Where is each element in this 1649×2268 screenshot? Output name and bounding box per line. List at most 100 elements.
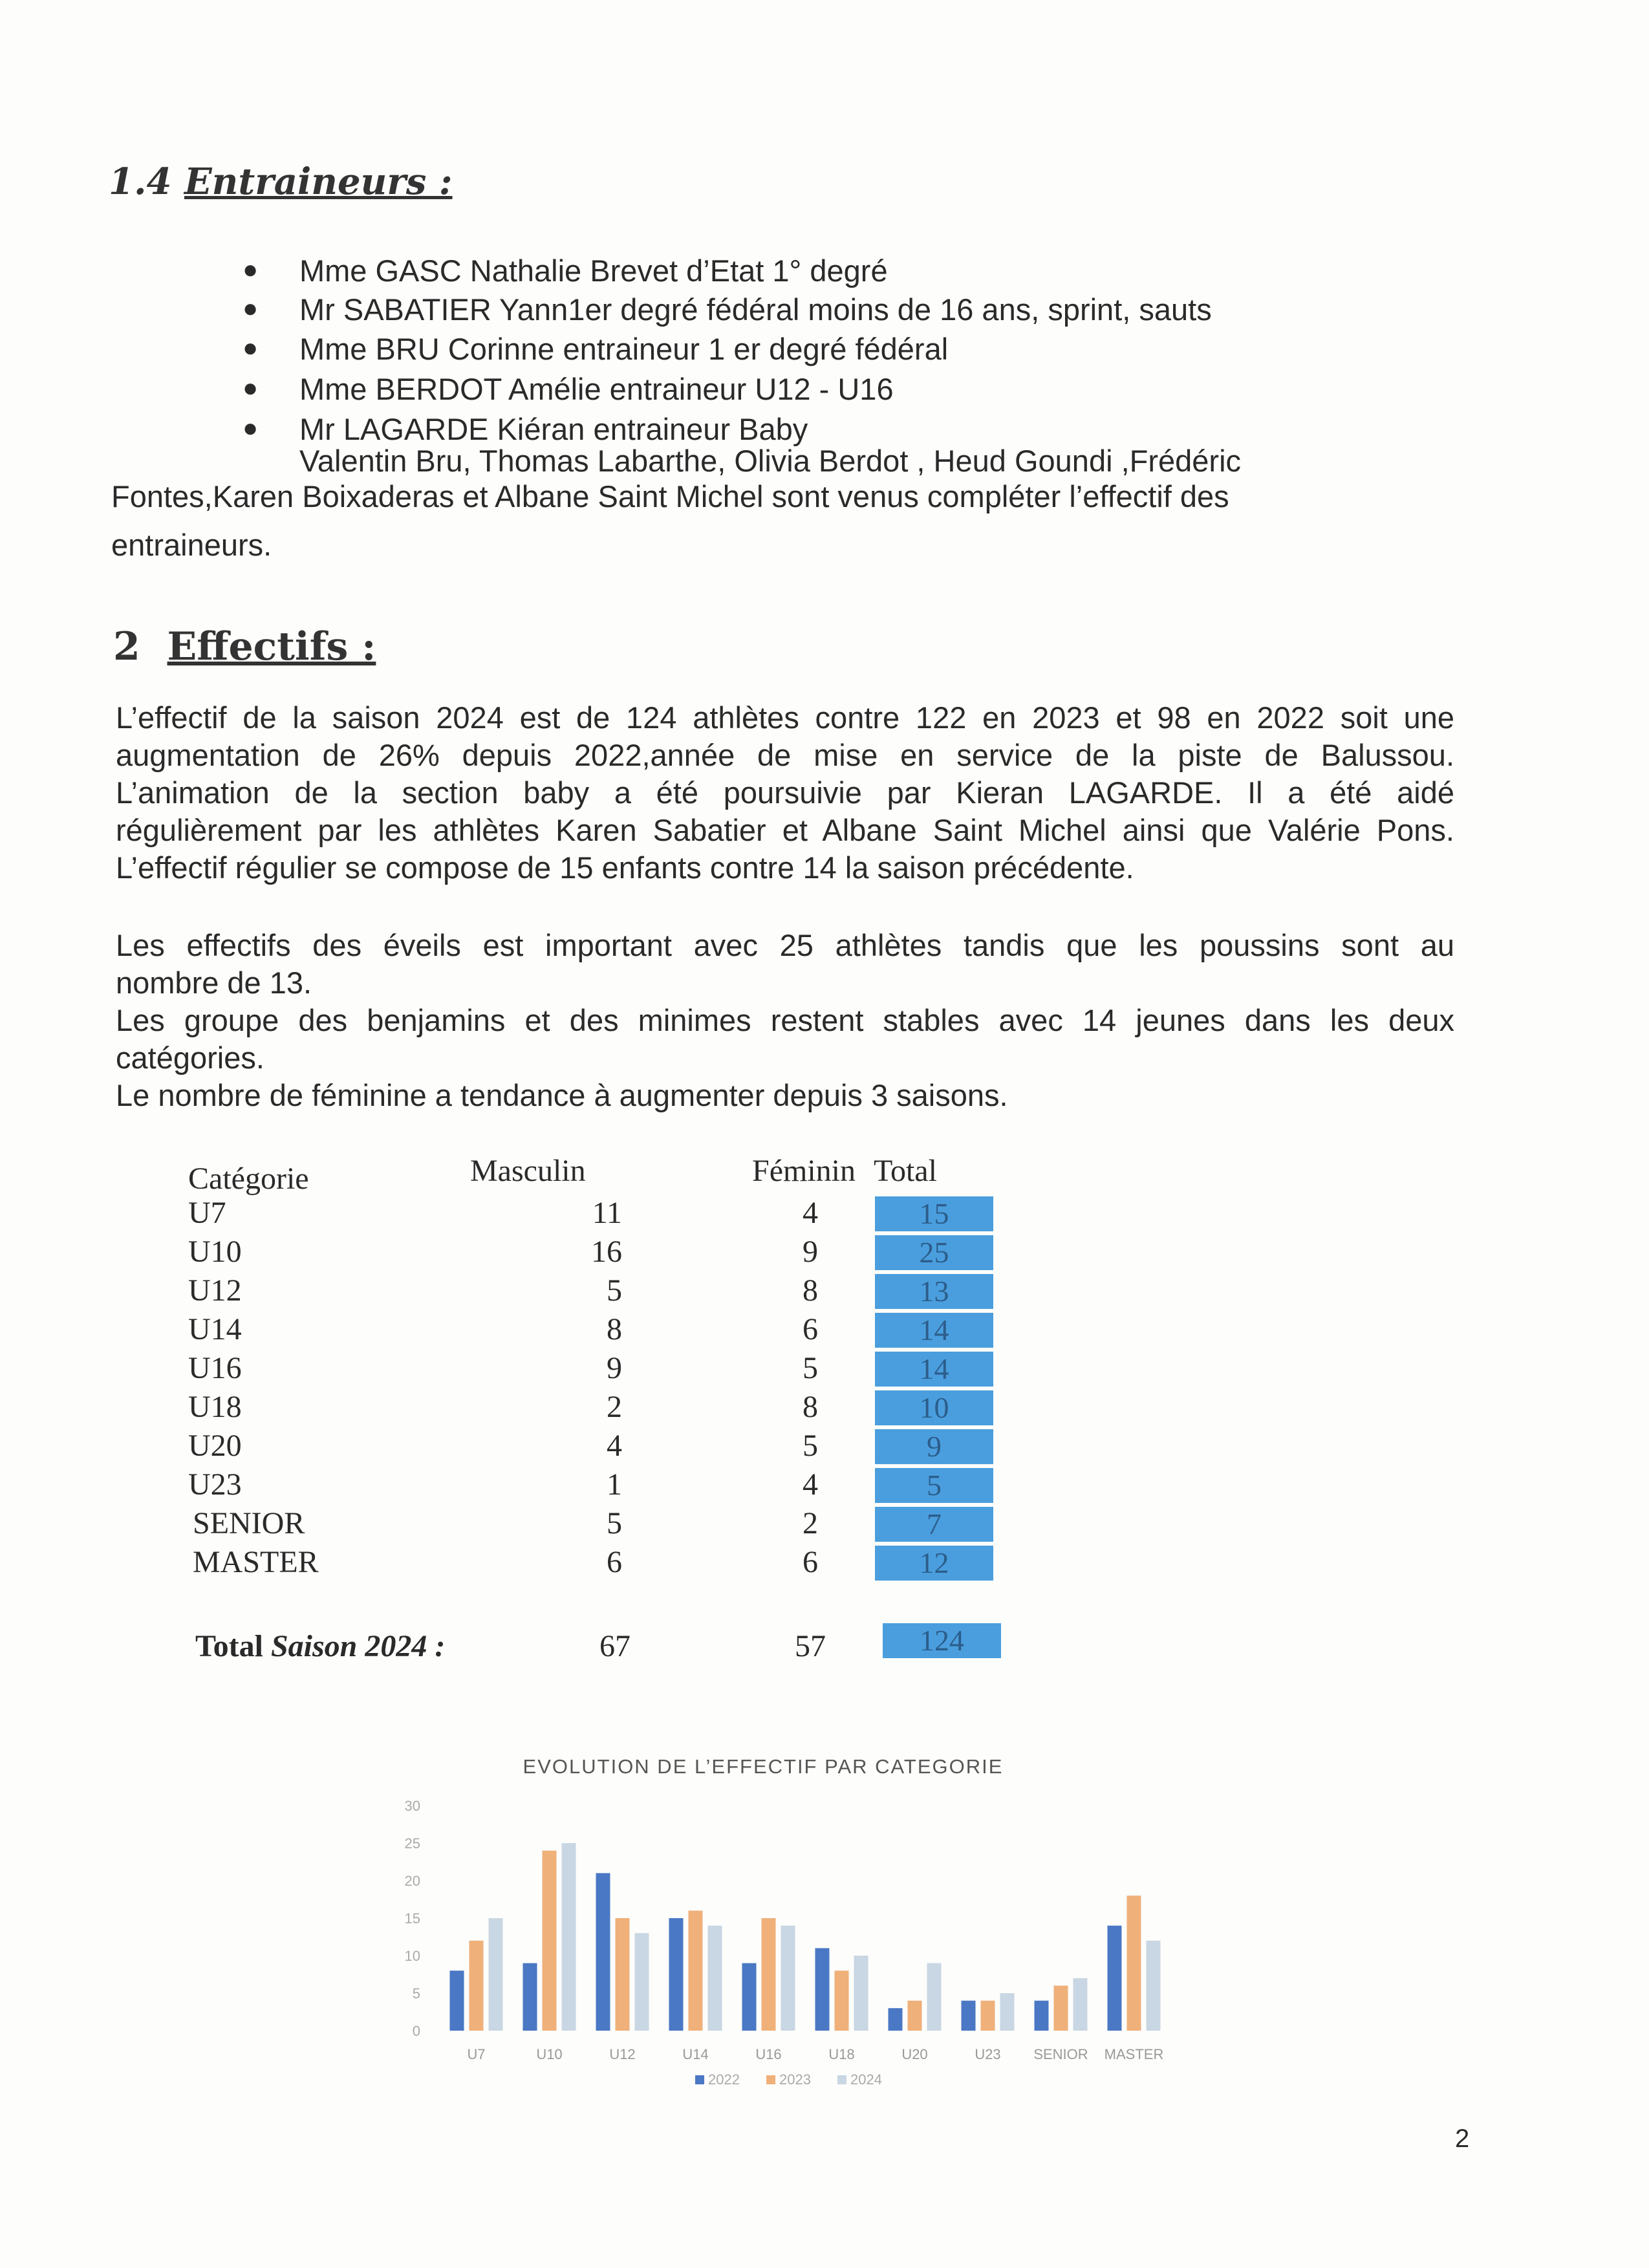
table-cell-category: MASTER bbox=[193, 1545, 319, 1579]
bar-2022-U20 bbox=[888, 2008, 903, 2031]
table-cell-masculin: 11 bbox=[592, 1196, 622, 1230]
coach-item: Mme GASC Nathalie Brevet d’Etat 1° degré bbox=[299, 254, 888, 288]
x-tick-label: U7 bbox=[467, 2046, 485, 2062]
bar-2023-U23 bbox=[980, 2000, 995, 2031]
x-tick-label: SENIOR bbox=[1033, 2046, 1088, 2062]
bar-2023-U20 bbox=[907, 2000, 922, 2031]
page-number: 2 bbox=[1455, 2124, 1470, 2153]
table-cell-category: U16 bbox=[188, 1351, 242, 1385]
paragraph-line: régulièrement par les athlètes Karen Sab… bbox=[116, 813, 1454, 847]
coach-item: Mr SABATIER Yann1er degré fédéral moins … bbox=[299, 292, 1212, 327]
table-cell-feminin: 6 bbox=[803, 1312, 818, 1346]
coach-item: Mme BRU Corinne entraineur 1 er degré fé… bbox=[299, 332, 949, 366]
paragraph-line: catégories. bbox=[116, 1041, 264, 1075]
table-header: Total bbox=[874, 1154, 937, 1188]
table-cell-category: U10 bbox=[188, 1235, 242, 1269]
bullet-icon: ● bbox=[242, 334, 259, 362]
paragraph-line: Les groupe des benjamins et des minimes … bbox=[116, 1003, 1454, 1037]
table-cell-masculin: 1 bbox=[607, 1467, 622, 1502]
coach-item: Mr LAGARDE Kiéran entraineur Baby bbox=[299, 412, 808, 446]
table-cell-masculin: 8 bbox=[607, 1312, 622, 1346]
table-total-value: 124 bbox=[883, 1623, 1001, 1658]
bar-2023-U18 bbox=[834, 1971, 849, 2031]
bar-2024-U12 bbox=[634, 1933, 649, 2031]
table-cell-masculin: 4 bbox=[607, 1429, 622, 1463]
bullet-icon: ● bbox=[242, 414, 259, 442]
table-cell-masculin: 6 bbox=[607, 1545, 622, 1579]
bar-2024-U14 bbox=[707, 1925, 722, 2031]
table-cell-category: SENIOR bbox=[193, 1506, 305, 1540]
bullet-icon: ● bbox=[242, 374, 259, 402]
bullet-icon: ● bbox=[242, 255, 259, 284]
section-title: Entraineurs : bbox=[184, 160, 453, 203]
bar-2022-U7 bbox=[449, 1971, 464, 2031]
bar-2023-U7 bbox=[469, 1940, 484, 2031]
paragraph-line: augmentation de 26% depuis 2022,année de… bbox=[116, 738, 1454, 772]
bullet-icon: ● bbox=[242, 294, 259, 323]
table-cell-category: U14 bbox=[188, 1312, 242, 1346]
table-cell-total: 7 bbox=[875, 1507, 993, 1542]
bar-2024-U10 bbox=[561, 1843, 576, 2031]
bar-2024-U16 bbox=[781, 1925, 795, 2031]
total-label: Total bbox=[195, 1629, 263, 1663]
table-cell-total: 15 bbox=[875, 1196, 993, 1231]
table-total-label: Total Saison 2024 : bbox=[195, 1628, 445, 1664]
table-cell-feminin: 8 bbox=[803, 1273, 818, 1308]
table-cell-category: U12 bbox=[188, 1273, 242, 1308]
section-number: 1.4 bbox=[109, 160, 172, 203]
x-tick-label: U10 bbox=[536, 2046, 562, 2062]
table-cell-total: 5 bbox=[875, 1468, 993, 1503]
table-cell-category: U20 bbox=[188, 1429, 242, 1463]
y-tick-label: 5 bbox=[413, 1985, 420, 2002]
bar-2023-SENIOR bbox=[1053, 1985, 1068, 2031]
y-tick-label: 10 bbox=[405, 1948, 420, 1964]
y-tick-label: 30 bbox=[405, 1798, 420, 1814]
table-cell-feminin: 2 bbox=[803, 1506, 818, 1540]
table-header: Catégorie bbox=[188, 1161, 309, 1196]
x-tick-label: MASTER bbox=[1105, 2046, 1164, 2062]
bar-2023-U16 bbox=[761, 1918, 776, 2031]
bar-2022-U12 bbox=[596, 1873, 610, 2031]
x-tick-label: U20 bbox=[901, 2046, 927, 2062]
table-cell-feminin: 4 bbox=[803, 1196, 818, 1230]
bar-2024-SENIOR bbox=[1073, 1978, 1088, 2031]
legend-label: 2023 bbox=[779, 2071, 811, 2088]
legend-label: 2022 bbox=[708, 2071, 740, 2088]
x-tick-label: U23 bbox=[975, 2046, 1000, 2062]
table-cell-feminin: 8 bbox=[803, 1390, 818, 1424]
table-cell-total: 14 bbox=[875, 1313, 993, 1348]
table-total-feminin: 57 bbox=[795, 1629, 826, 1663]
table-cell-total: 10 bbox=[875, 1390, 993, 1425]
table-cell-feminin: 4 bbox=[803, 1467, 818, 1502]
paragraph-line: L’animation de la section baby a été pou… bbox=[116, 775, 1454, 810]
section-heading-entraineurs: 1.4 Entraineurs : bbox=[109, 160, 453, 203]
bar-2024-U18 bbox=[854, 1956, 868, 2031]
legend-label: 2024 bbox=[850, 2071, 882, 2088]
table-cell-total: 12 bbox=[875, 1546, 993, 1581]
table-cell-category: U18 bbox=[188, 1390, 242, 1424]
table-cell-total: 13 bbox=[875, 1274, 993, 1309]
table-cell-masculin: 2 bbox=[607, 1390, 622, 1424]
y-tick-label: 0 bbox=[413, 2023, 420, 2039]
bar-2023-U12 bbox=[615, 1918, 630, 2031]
section-number: 2 bbox=[113, 624, 140, 669]
coach-extra-line: Fontes,Karen Boixaderas et Albane Saint … bbox=[111, 479, 1229, 513]
table-cell-total: 9 bbox=[875, 1429, 993, 1464]
x-tick-label: U12 bbox=[609, 2046, 635, 2062]
bar-2022-U18 bbox=[815, 1948, 830, 2031]
y-tick-label: 25 bbox=[405, 1835, 420, 1852]
chart-title: EVOLUTION DE L’EFFECTIF PAR CATEGORIE bbox=[523, 1755, 1004, 1778]
table-cell-feminin: 5 bbox=[803, 1351, 818, 1385]
section-title: Effectifs : bbox=[167, 624, 376, 669]
table-cell-category: U23 bbox=[188, 1467, 242, 1502]
table-header: Masculin bbox=[470, 1154, 586, 1188]
bar-2023-MASTER bbox=[1126, 1895, 1141, 2031]
x-tick-label: U14 bbox=[682, 2046, 708, 2062]
bar-2024-U23 bbox=[1000, 1993, 1015, 2031]
section-heading-effectifs: 2 Effectifs : bbox=[113, 624, 376, 669]
x-tick-label: U16 bbox=[755, 2046, 781, 2062]
table-cell-category: U7 bbox=[188, 1196, 226, 1230]
bar-2022-U23 bbox=[961, 2000, 976, 2031]
table-cell-total: 14 bbox=[875, 1352, 993, 1387]
table-cell-masculin: 9 bbox=[607, 1351, 622, 1385]
